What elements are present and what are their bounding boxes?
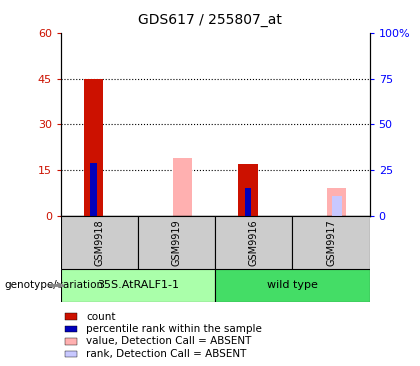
Text: rank, Detection Call = ABSENT: rank, Detection Call = ABSENT: [86, 349, 247, 359]
Text: GSM9917: GSM9917: [326, 219, 336, 266]
Bar: [90, 163, 97, 216]
Text: GSM9916: GSM9916: [249, 219, 259, 266]
Bar: [215, 216, 292, 269]
Text: GDS617 / 255807_at: GDS617 / 255807_at: [138, 13, 282, 27]
Bar: [245, 188, 252, 216]
Bar: [61, 269, 215, 302]
Text: percentile rank within the sample: percentile rank within the sample: [86, 324, 262, 334]
Text: value, Detection Call = ABSENT: value, Detection Call = ABSENT: [86, 336, 252, 347]
Text: wild type: wild type: [267, 280, 318, 291]
Text: 35S.AtRALF1-1: 35S.AtRALF1-1: [97, 280, 179, 291]
Text: GSM9919: GSM9919: [172, 219, 182, 266]
Bar: [84, 79, 103, 216]
Bar: [138, 216, 215, 269]
Text: count: count: [86, 311, 116, 322]
Bar: [327, 188, 346, 216]
Bar: [215, 269, 370, 302]
Text: genotype/variation: genotype/variation: [4, 280, 103, 291]
Bar: [61, 216, 138, 269]
Bar: [292, 216, 370, 269]
Text: GSM9918: GSM9918: [94, 219, 105, 266]
Bar: [173, 158, 192, 216]
Bar: [332, 196, 341, 216]
Bar: [239, 164, 258, 216]
